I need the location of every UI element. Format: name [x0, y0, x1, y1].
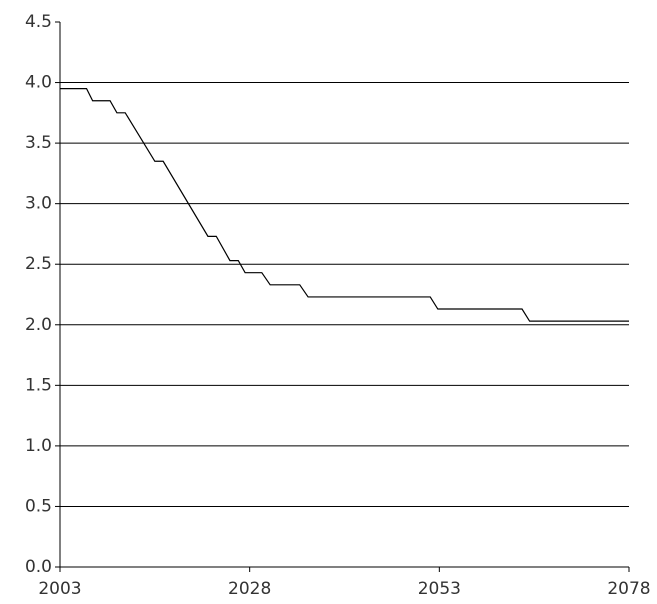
y-tick-label: 3.0	[25, 194, 52, 214]
y-tick-label: 2.5	[25, 254, 52, 274]
y-tick-label: 2.0	[25, 315, 52, 335]
x-tick-label: 2053	[418, 579, 461, 599]
y-tick-label: 1.0	[25, 436, 52, 456]
x-tick-label: 2078	[607, 579, 650, 599]
x-tick-label: 2028	[228, 579, 271, 599]
data-line	[60, 88, 629, 322]
y-tick-label: 3.5	[25, 133, 52, 153]
x-tick-label: 2003	[38, 579, 81, 599]
y-tick-label: 4.5	[25, 12, 52, 32]
y-tick-label: 1.5	[25, 375, 52, 395]
y-tick-label: 0.5	[25, 496, 52, 516]
y-tick-label: 4.0	[25, 73, 52, 93]
y-tick-label: 0.0	[25, 557, 52, 577]
